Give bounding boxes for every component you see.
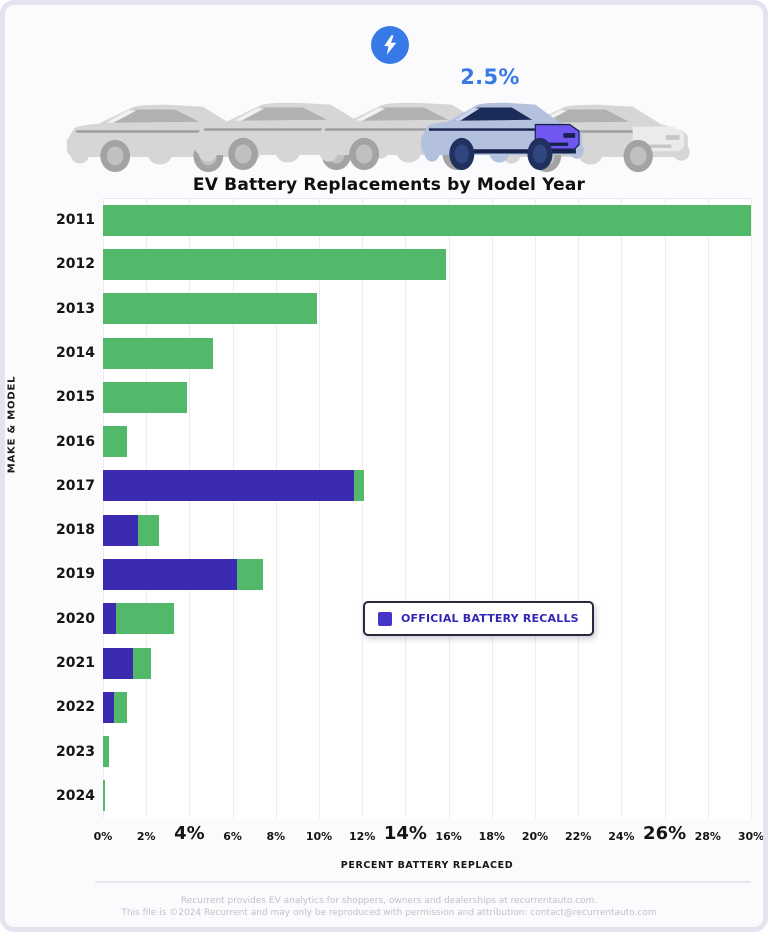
chart-title: EV Battery Replacements by Model Year (192, 175, 586, 195)
x-tick-label: 0% (93, 830, 113, 843)
highlighted-car (421, 102, 584, 171)
x-tick-label: 24% (608, 830, 635, 843)
year-label: 2018 (56, 522, 95, 539)
replacement-bar-segment (236, 558, 263, 590)
gridline (535, 198, 536, 818)
x-tick-label: 26% (643, 823, 687, 844)
footer-line-2: This file is ©2024 Recurrent and may onl… (121, 908, 657, 918)
recall-bar-segment (103, 558, 237, 590)
gridline (405, 198, 407, 818)
year-label: 2022 (56, 699, 95, 716)
year-label: 2019 (56, 566, 95, 583)
x-tick-label: 4% (174, 823, 205, 844)
bar-chart: 2011 2012 2013 2014 2015 2016 2017 2018 2019 2020… (5, 5, 765, 927)
legend-label: OFFICIAL BATTERY RECALLS (401, 612, 579, 625)
car-lineup (5, 5, 763, 185)
replacement-bar-segment (353, 470, 365, 502)
gridline (319, 198, 320, 818)
recall-bar-segment (103, 470, 354, 502)
year-label: 2014 (56, 345, 95, 361)
gridline (707, 198, 709, 818)
replacement-bar-segment (103, 736, 110, 768)
gridline (362, 198, 364, 818)
x-tick-label: 22% (565, 830, 592, 843)
gridline (189, 198, 191, 818)
gridline (578, 198, 580, 818)
lightning-bolt-icon (384, 35, 397, 55)
x-tick-label: 14% (383, 823, 427, 844)
year-label: 2015 (56, 389, 95, 406)
replacement-bar-segment (103, 381, 188, 413)
gridline (664, 198, 666, 818)
replacement-bar-segment (113, 691, 127, 723)
x-tick-label: 10% (305, 830, 333, 843)
replacement-bar-segment (103, 780, 106, 812)
recall-bar-segment (103, 647, 134, 679)
x-tick-label: 8% (266, 830, 286, 843)
gridline (448, 198, 450, 818)
replacement-bar-segment (115, 603, 175, 635)
year-label: 2021 (56, 655, 95, 671)
replacement-bar-segment (103, 337, 214, 369)
year-label: 2024 (56, 787, 95, 804)
y-axis-label: MAKE & MODEL (6, 375, 18, 474)
gridline (275, 198, 277, 818)
year-label: 2012 (56, 256, 95, 273)
year-label: 2023 (56, 743, 95, 760)
gridline (621, 198, 623, 818)
recall-bar-segment (103, 514, 138, 546)
x-tick-label: 2% (136, 830, 156, 843)
x-axis-label: PERCENT BATTERY REPLACED (340, 860, 514, 871)
x-tick-label: 16% (435, 830, 462, 843)
gridline (491, 198, 493, 818)
x-tick-label: 28% (694, 830, 721, 843)
replacement-bar-segment (103, 293, 317, 325)
gridline (146, 198, 148, 818)
highlight-percentage: 2.5% (460, 65, 520, 89)
footer-divider (95, 881, 751, 883)
gridline (751, 198, 752, 818)
replacement-bar-segment (103, 426, 127, 458)
recall-bar-segment (103, 603, 116, 635)
x-tick-label: 20% (521, 830, 549, 843)
x-tick-label: 18% (478, 830, 505, 843)
replacement-bar-segment (103, 204, 751, 236)
replacement-bar-segment (103, 248, 447, 280)
year-label: 2013 (56, 300, 95, 317)
year-label: 2011 (56, 212, 95, 229)
x-tick-label: 12% (349, 830, 376, 843)
year-label: 2020 (56, 610, 95, 627)
year-label: 2016 (56, 433, 95, 450)
replacement-bar-segment (133, 647, 151, 679)
lightning-bolt-badge (371, 26, 409, 64)
gridline (103, 198, 104, 818)
year-label: 2017 (56, 477, 95, 494)
legend: OFFICIAL BATTERY RECALLS (363, 601, 594, 636)
recall-bar-segment (103, 691, 114, 723)
footer-line-1: Recurrent provides EV analytics for shop… (180, 896, 598, 906)
x-tick-label: 6% (223, 830, 242, 843)
x-tick-label: 30% (737, 830, 765, 843)
gridline (232, 198, 234, 818)
replacement-bar-segment (137, 514, 160, 546)
legend-swatch (378, 611, 392, 626)
